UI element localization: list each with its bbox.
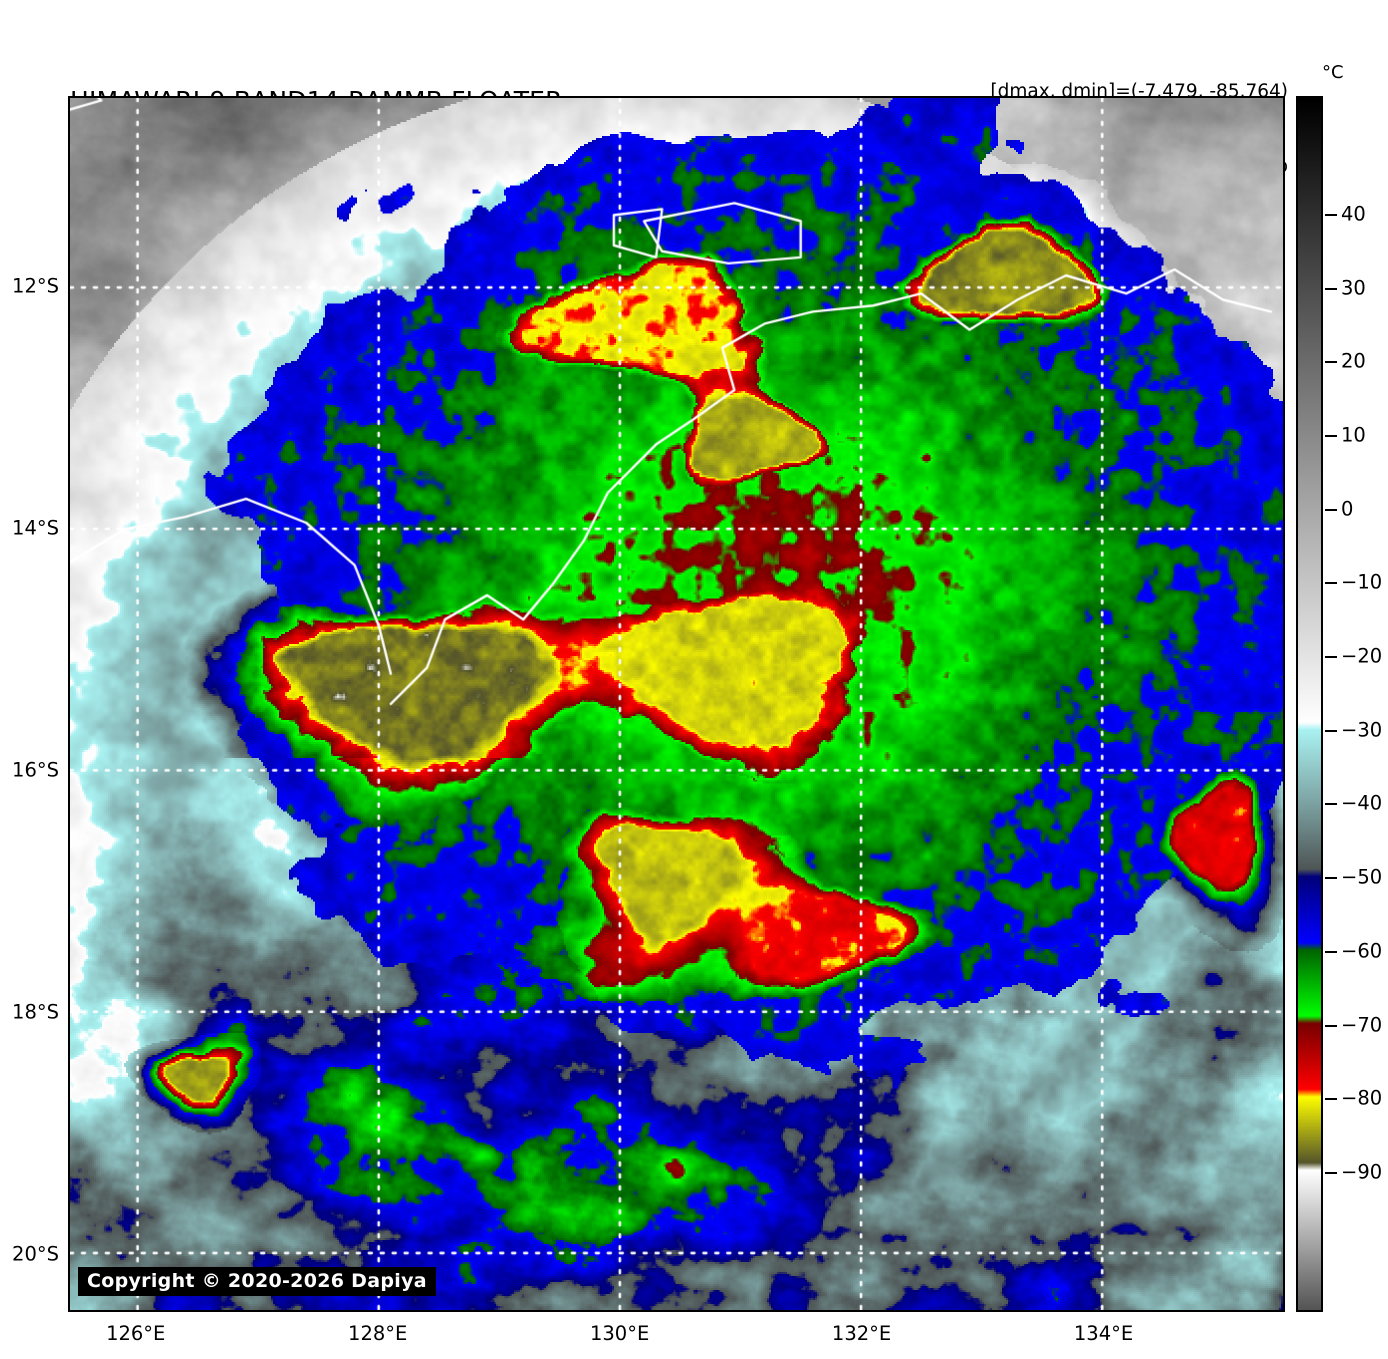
lon-tick-3: 132°E [831, 1322, 892, 1345]
colorbar-tick-label-2: 20 [1341, 349, 1366, 373]
colorbar-tick-label-3: 10 [1341, 423, 1366, 447]
colorbar-tick-mark-4 [1325, 508, 1337, 511]
colorbar-tick-label-0: 40 [1341, 202, 1366, 226]
colorbar-tick-label-11: −70 [1341, 1013, 1383, 1037]
colorbar-tick-mark-0 [1325, 213, 1337, 216]
colorbar-tick-mark-12 [1325, 1098, 1337, 1101]
colorbar-tick-label-9: −50 [1341, 865, 1383, 889]
lat-tick-3: 18°S [12, 1000, 59, 1024]
lon-tick-1: 128°E [348, 1322, 408, 1345]
colorbar-tick-mark-10 [1325, 950, 1337, 953]
colorbar-tick-mark-13 [1325, 1171, 1337, 1174]
colorbar-tick-mark-11 [1325, 1024, 1337, 1027]
lat-tick-1: 14°S [12, 516, 59, 540]
colorbar-unit-label: °C [1322, 62, 1344, 83]
colorbar-tick-label-10: −60 [1341, 939, 1383, 963]
colorbar-tick-label-13: −90 [1341, 1160, 1383, 1184]
colorbar-tick-label-1: 30 [1341, 276, 1366, 300]
lon-tick-2: 130°E [589, 1322, 650, 1345]
colorbar-tick-label-7: −30 [1341, 718, 1383, 742]
temperature-colorbar[interactable] [1296, 96, 1323, 1312]
colorbar-tick-label-8: −40 [1341, 791, 1383, 815]
colorbar-tick-label-4: 0 [1341, 497, 1354, 521]
colorbar-tick-mark-7 [1325, 729, 1337, 732]
lat-tick-4: 20°S [12, 1242, 59, 1266]
colorbar-tick-mark-9 [1325, 877, 1337, 880]
colorbar-tick-label-6: −20 [1341, 644, 1383, 668]
colorbar-tick-mark-8 [1325, 803, 1337, 806]
colorbar-tick-label-12: −80 [1341, 1086, 1383, 1110]
lat-tick-2: 16°S [12, 758, 59, 782]
lat-tick-0: 12°S [12, 274, 59, 298]
colorbar-gradient [1298, 98, 1321, 1310]
satellite-image-panel[interactable]: Copyright © 2020-2026 Dapiya [68, 96, 1285, 1312]
colorbar-tick-label-5: −10 [1341, 570, 1383, 594]
copyright-notice: Copyright © 2020-2026 Dapiya [78, 1267, 436, 1296]
colorbar-tick-mark-6 [1325, 656, 1337, 659]
colorbar-tick-mark-1 [1325, 287, 1337, 290]
coastline-and-grid-overlay [70, 98, 1283, 1310]
lon-tick-4: 134°E [1073, 1322, 1134, 1345]
lon-tick-0: 126°E [106, 1322, 166, 1345]
colorbar-tick-mark-3 [1325, 435, 1337, 437]
colorbar-tick-mark-2 [1325, 361, 1337, 364]
colorbar-tick-mark-5 [1325, 582, 1337, 585]
